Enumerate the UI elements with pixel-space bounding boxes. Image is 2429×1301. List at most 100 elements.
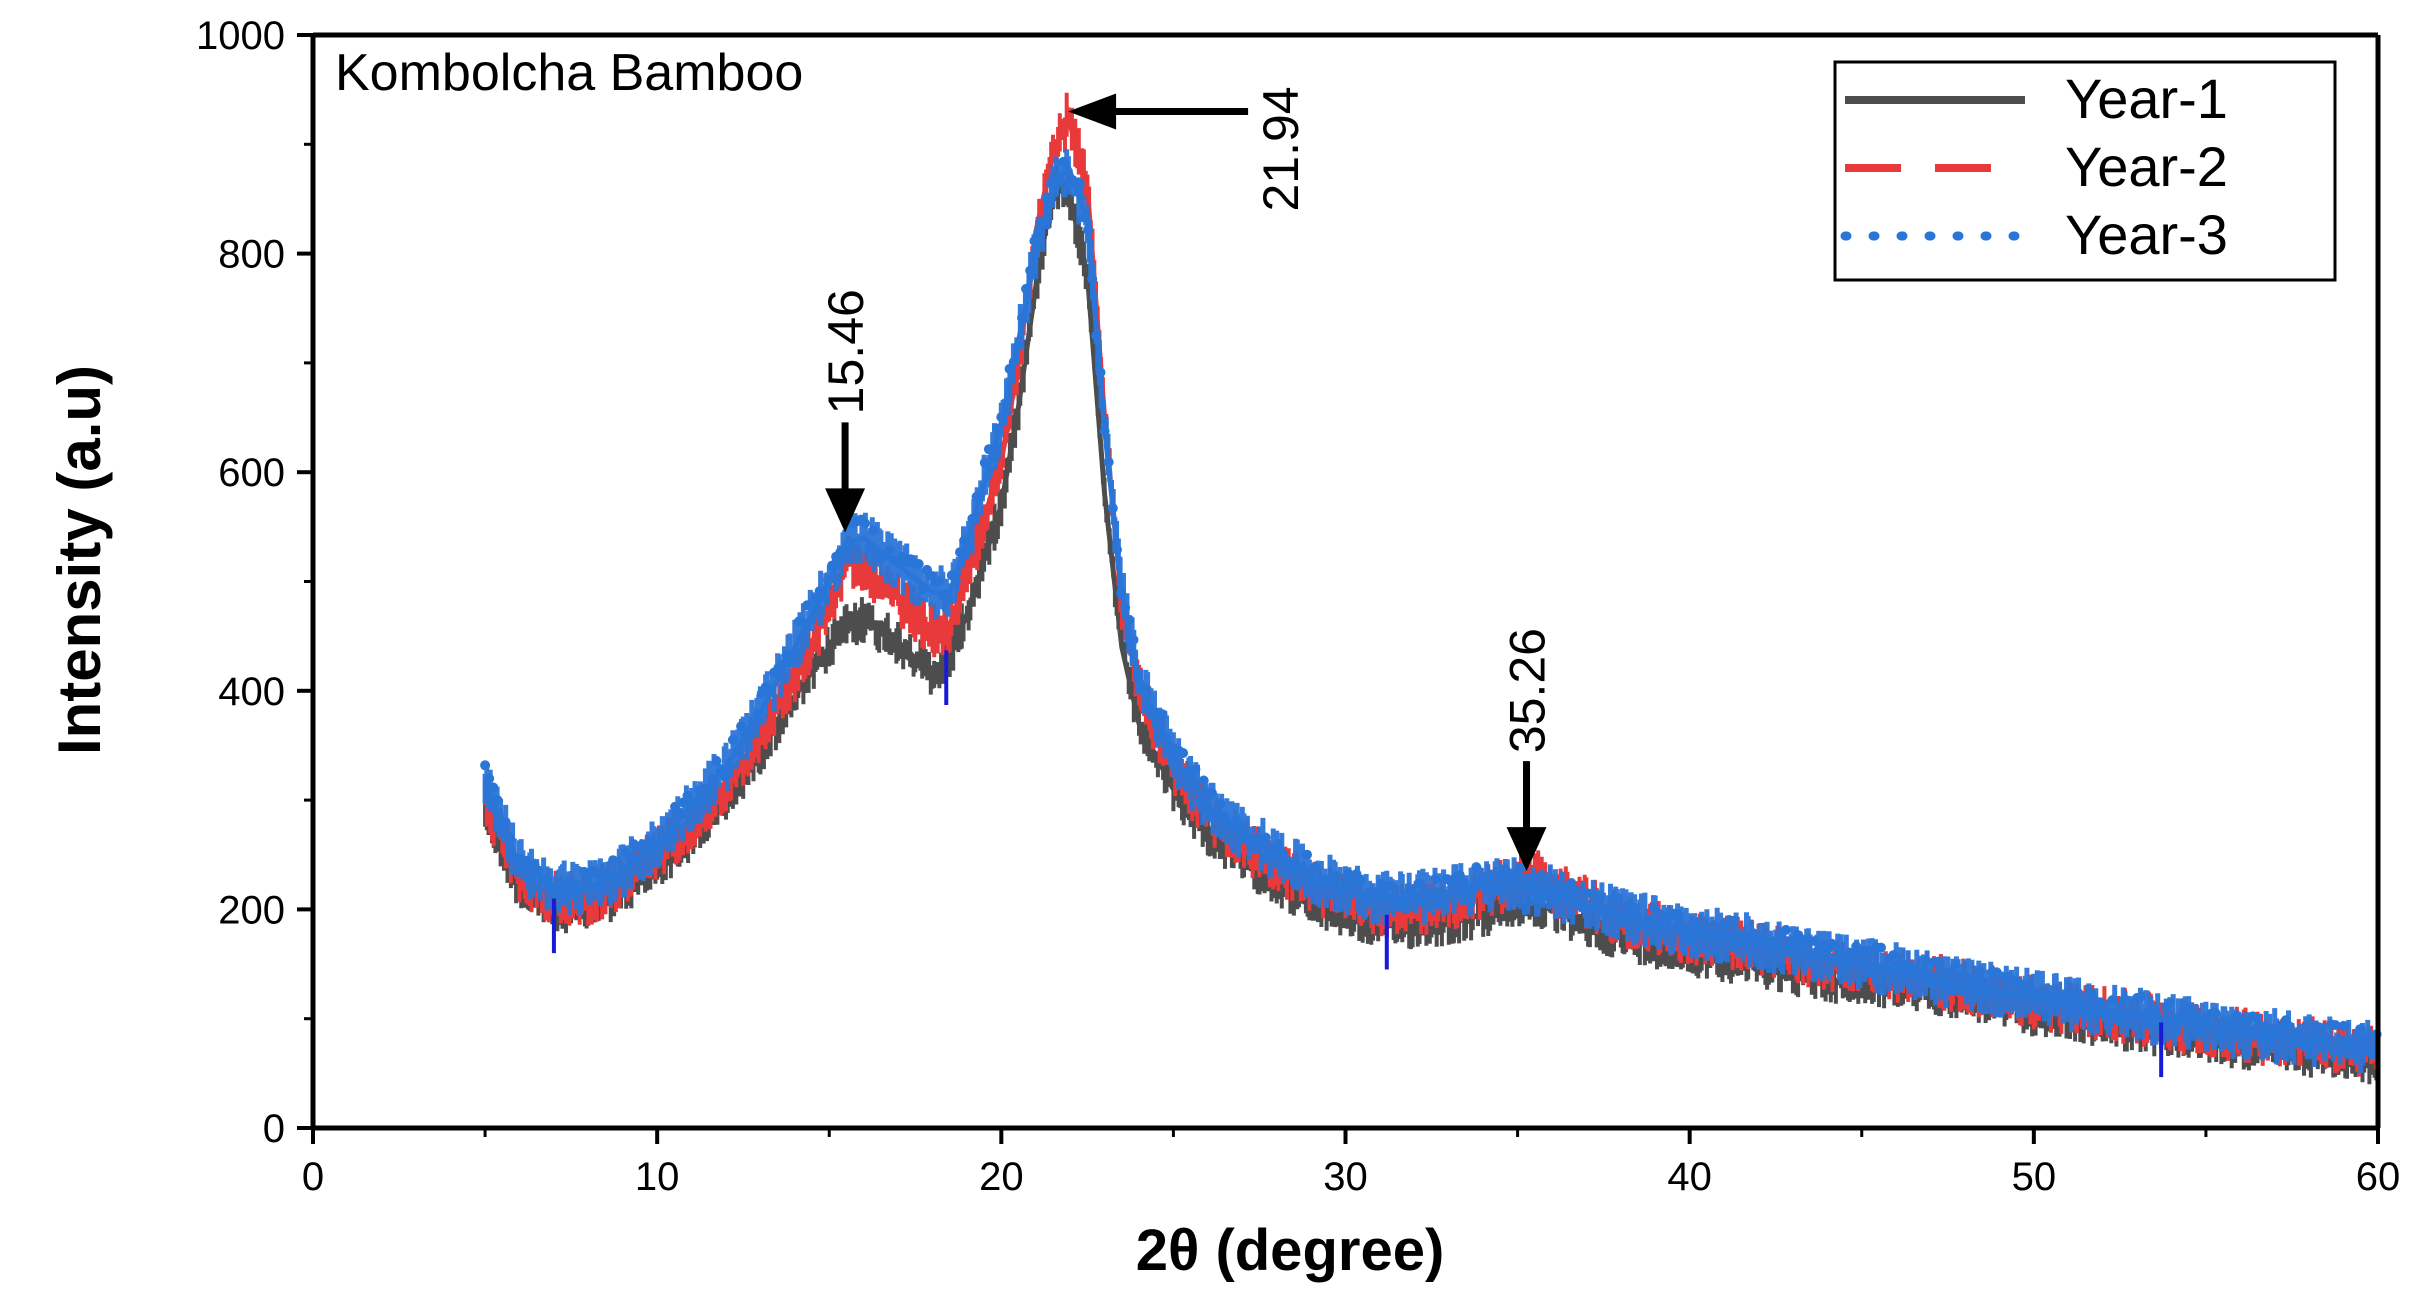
series-point [1921, 956, 1932, 967]
series-point [1673, 909, 1684, 920]
series-point [2194, 1027, 2204, 1038]
series-point [2210, 1008, 2221, 1019]
series-point [1504, 871, 1515, 881]
series-point [1801, 936, 1812, 947]
series-point [913, 559, 924, 569]
series-point [2070, 989, 2081, 1000]
series-point [2086, 988, 2097, 999]
series-point [1260, 832, 1271, 843]
series-point [1809, 936, 1820, 946]
series-point [2115, 1015, 2126, 1026]
series-point [2359, 1033, 2370, 1044]
series-point [1058, 156, 1069, 167]
series-point [868, 525, 879, 536]
series-point [1966, 974, 1977, 984]
annotation-35.26: 35.26 [1500, 628, 1556, 872]
series-point [1648, 902, 1659, 913]
x-tick-label: 50 [2012, 1155, 2057, 1199]
series-point [2165, 997, 2176, 1008]
y-tick-label: 1000 [196, 14, 285, 58]
y-tick-label: 200 [218, 888, 285, 932]
x-tick-label: 20 [979, 1155, 1024, 1199]
legend-label-year-1: Year-1 [2065, 67, 2228, 130]
series-point [1355, 875, 1366, 886]
series-point [1979, 977, 1990, 987]
series-point [711, 755, 722, 766]
series-point [2189, 1014, 2200, 1025]
series-point [1198, 775, 1209, 786]
series-point [1686, 933, 1696, 944]
legend-label-year-3: Year-3 [2065, 203, 2228, 266]
x-axis-title: 2θ (degree) [1136, 1218, 1445, 1283]
series-point [1178, 748, 1189, 758]
y-axis-title: Intensity (a.u) [46, 365, 113, 755]
series-point [1458, 877, 1469, 888]
series-point [942, 594, 953, 605]
series-point [612, 876, 623, 887]
series-point [2119, 994, 2130, 1005]
series-point [1384, 880, 1395, 891]
series-point [595, 883, 606, 894]
y-tick-label: 600 [218, 451, 285, 495]
series-point [1975, 967, 1986, 978]
series-point [2136, 991, 2147, 1002]
series-point [554, 890, 565, 901]
series-point [480, 760, 491, 771]
series-point [1859, 945, 1870, 956]
series-point [562, 876, 573, 887]
series-point [2078, 1008, 2089, 1019]
x-tick-label: 30 [1323, 1155, 1368, 1199]
series-point [1343, 868, 1354, 879]
series-point [1537, 892, 1548, 903]
series-point [2334, 1047, 2345, 1058]
series-point [682, 790, 693, 801]
series-point [566, 889, 577, 900]
series-point [1207, 788, 1217, 798]
series-point [2293, 1027, 2304, 1038]
series-point [2107, 995, 2118, 1006]
y-tick-label: 800 [218, 233, 285, 277]
series-point [1302, 849, 1312, 860]
y-tick-label: 400 [218, 670, 285, 714]
annotation-arrow-head [1506, 827, 1547, 872]
series-point [1888, 950, 1899, 961]
series-point [802, 600, 813, 611]
series-point [2094, 997, 2105, 1008]
series-point [1971, 988, 1981, 999]
series-point [1991, 967, 2002, 978]
series-point [1719, 920, 1730, 930]
series-point [1529, 877, 1540, 888]
annotations: 15.46 21.94 35.26 [551, 86, 2164, 1078]
series-point [1851, 941, 1862, 952]
series-point [1595, 891, 1606, 902]
series-point [2251, 1013, 2262, 1024]
series-point [884, 545, 895, 556]
series-point [1215, 798, 1226, 809]
series-point [1483, 870, 1494, 881]
series-point [1727, 915, 1738, 926]
x-tick-label: 60 [2356, 1155, 2401, 1199]
series-point [2144, 1019, 2155, 1030]
series-line-year-3 [482, 160, 2379, 1052]
series-point [727, 734, 738, 745]
series-point [1838, 963, 1849, 974]
series-point [1273, 838, 1283, 849]
series-point [488, 782, 499, 793]
series-point [2239, 1016, 2250, 1027]
series-point [1310, 862, 1321, 872]
series-point [1306, 878, 1317, 889]
chart-title: Kombolcha Bamboo [335, 44, 803, 102]
series-point [2214, 1031, 2225, 1042]
series-point [2066, 1005, 2076, 1016]
series-point [1954, 970, 1965, 981]
series-year-1 [482, 164, 2380, 1085]
series-point [2016, 979, 2027, 990]
series-point [1946, 985, 1957, 996]
legend-label-year-2: Year-2 [2065, 135, 2228, 198]
series-point [736, 721, 747, 732]
series-point [1781, 924, 1791, 935]
annotation-21.94: 21.94 [1068, 86, 1309, 212]
series-point [2313, 1022, 2324, 1033]
